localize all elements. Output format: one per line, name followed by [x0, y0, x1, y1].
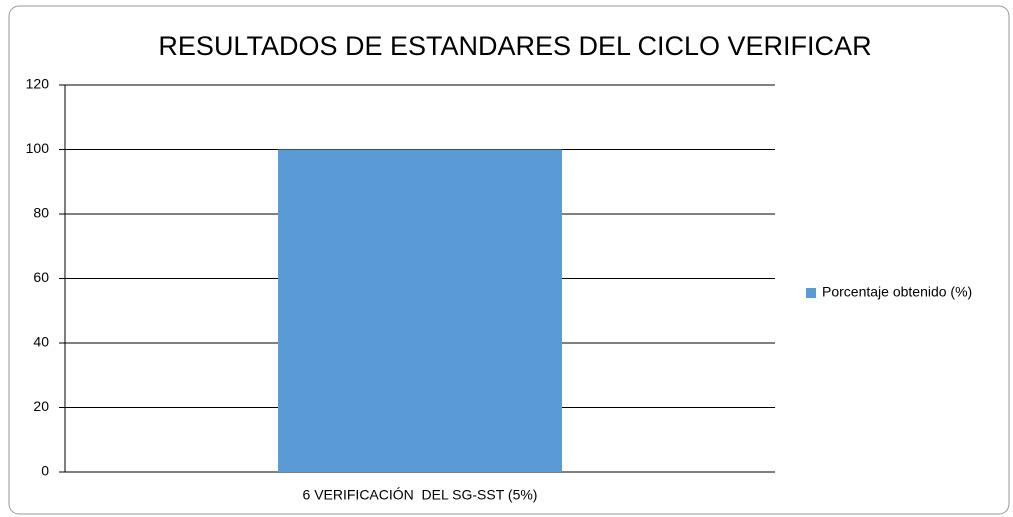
x-tick-label: 6 VERIFICACIÓN DEL SG-SST (5%) [303, 487, 538, 503]
chart-title: RESULTADOS DE ESTANDARES DEL CICLO VERIF… [158, 31, 871, 61]
y-tick-label: 40 [33, 334, 49, 350]
y-tick-label: 60 [33, 269, 49, 285]
legend-swatch [806, 288, 816, 298]
legend-label: Porcentaje obtenido (%) [822, 284, 972, 300]
y-tick-label: 100 [26, 140, 50, 156]
y-tick-label: 0 [41, 463, 49, 479]
y-tick-label: 20 [33, 398, 49, 414]
y-tick-label: 120 [26, 76, 50, 92]
bar [278, 149, 562, 472]
y-tick-label: 80 [33, 205, 49, 221]
